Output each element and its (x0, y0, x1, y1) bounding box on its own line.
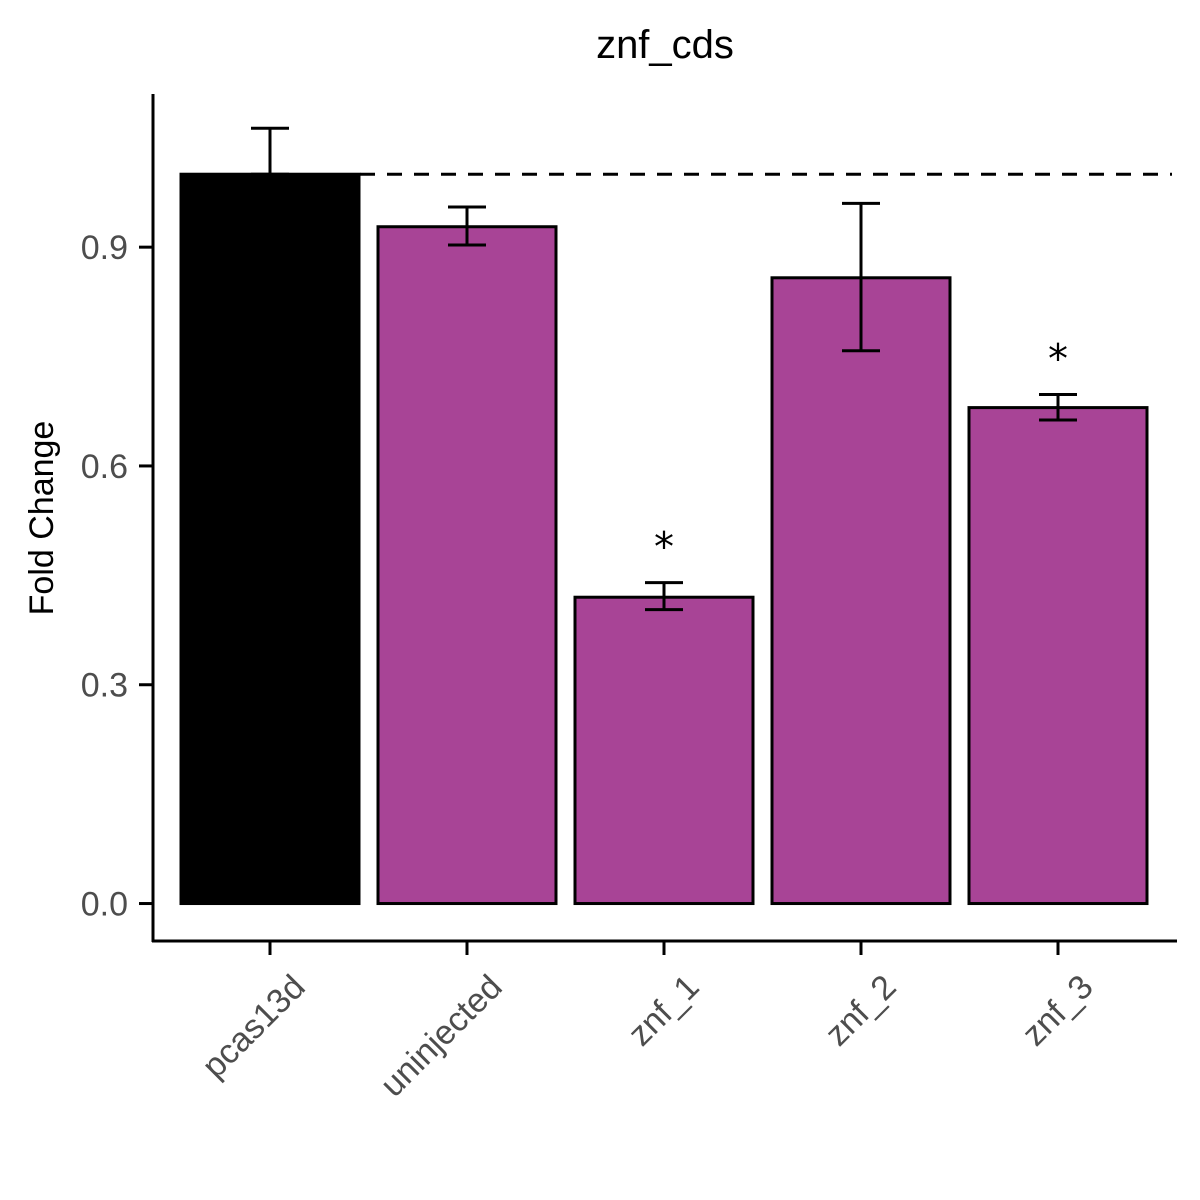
y-ticks-group: 0.0 0.3 0.6 0.9 (81, 229, 153, 924)
x-tick-label-znf_1: znf_1 (621, 968, 707, 1054)
y-tick-label: 0.6 (81, 448, 128, 486)
error-bar-pcas13d (251, 126, 289, 176)
significance-markers-group: ** (654, 336, 1068, 570)
significance-marker-znf_1: * (654, 525, 674, 571)
bar-znf_2 (770, 276, 952, 906)
x-tick-label-pcas13d: pcas13d (195, 968, 313, 1086)
bar-uninjected (376, 225, 558, 906)
error-bar-uninjected (448, 205, 486, 247)
bar-znf_1 (573, 595, 755, 906)
x-tick-label-znf_2: znf_2 (818, 968, 904, 1054)
y-tick-label: 0.3 (81, 667, 128, 705)
chart-title: znf_cds (596, 23, 734, 67)
x-tick-label-znf_3: znf_3 (1015, 968, 1101, 1054)
error-bars-group (251, 126, 1077, 612)
error-bar-znf_1 (645, 581, 683, 612)
bar-pcas13d (179, 172, 361, 906)
y-axis-label: Fold Change (23, 421, 61, 616)
error-bar-znf_3 (1039, 392, 1077, 422)
bar-znf_3 (967, 406, 1149, 906)
x-tick-label-uninjected: uninjected (373, 968, 509, 1104)
significance-marker-znf_3: * (1048, 336, 1068, 382)
error-bar-znf_2 (842, 201, 880, 353)
y-tick-label: 0.9 (81, 229, 128, 267)
y-tick-label: 0.0 (81, 886, 128, 924)
x-ticks-group: pcas13d uninjected znf_1 znf_2 znf_3 (195, 941, 1101, 1104)
